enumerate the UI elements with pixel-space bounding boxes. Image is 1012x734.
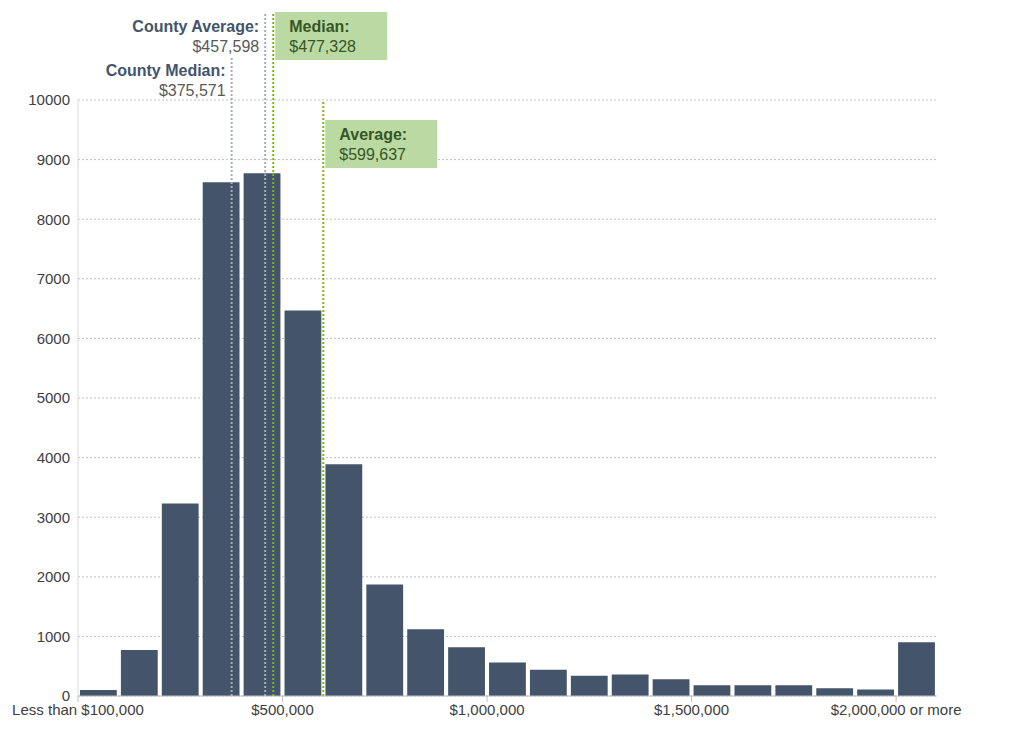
svg-text:$477,328: $477,328 (289, 38, 356, 55)
svg-text:$1,500,000: $1,500,000 (654, 701, 729, 718)
svg-text:1000: 1000 (37, 628, 70, 645)
svg-text:Average:: Average: (339, 126, 407, 143)
svg-text:7000: 7000 (37, 270, 70, 287)
svg-text:County Average:: County Average: (132, 18, 259, 35)
svg-text:6000: 6000 (37, 330, 70, 347)
svg-text:10000: 10000 (28, 91, 70, 108)
svg-text:0: 0 (62, 687, 70, 704)
svg-text:$2,000,000 or more: $2,000,000 or more (831, 701, 962, 718)
svg-text:2000: 2000 (37, 568, 70, 585)
svg-text:$375,571: $375,571 (159, 82, 226, 99)
svg-text:Less than $100,000: Less than $100,000 (12, 701, 144, 718)
svg-text:Median:: Median: (289, 18, 349, 35)
svg-text:$457,598: $457,598 (192, 38, 259, 55)
svg-text:8000: 8000 (37, 211, 70, 228)
svg-text:3000: 3000 (37, 509, 70, 526)
svg-text:$1,000,000: $1,000,000 (450, 701, 525, 718)
svg-text:County Median:: County Median: (106, 62, 226, 79)
svg-text:5000: 5000 (37, 389, 70, 406)
svg-text:9000: 9000 (37, 151, 70, 168)
svg-text:$500,000: $500,000 (251, 701, 314, 718)
svg-text:$599,637: $599,637 (339, 146, 406, 163)
svg-text:4000: 4000 (37, 449, 70, 466)
